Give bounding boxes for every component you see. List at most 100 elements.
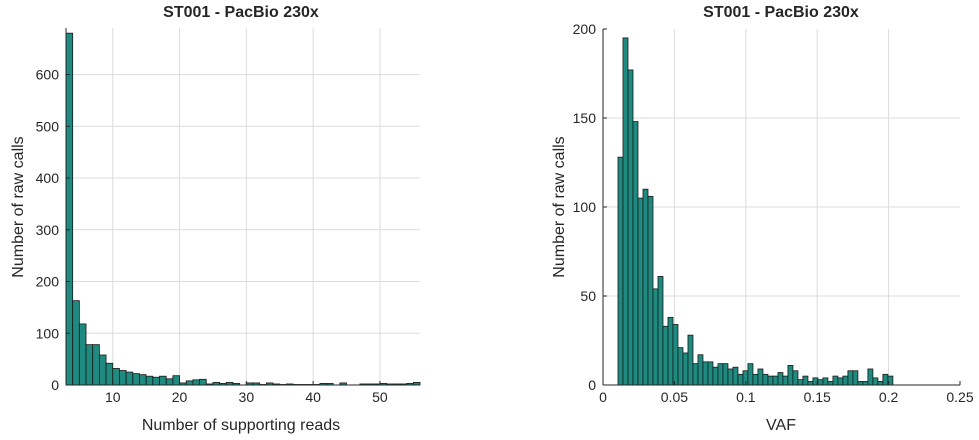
histogram-bar — [837, 377, 844, 386]
y-tick-label: 100 — [573, 199, 597, 215]
y-tick-label: 0 — [588, 377, 596, 393]
histogram-bar — [145, 375, 154, 386]
histogram-bar — [832, 375, 839, 386]
y-tick-label: 200 — [36, 274, 60, 290]
histogram-bar — [787, 365, 794, 386]
histogram-bar — [877, 381, 884, 386]
histogram-bar — [112, 368, 120, 386]
histogram-vaf: 0 0.05 0.1 0.15 0.2 0.25 0 50 100 150 200 ST001 -… — [551, 4, 974, 434]
histogram-bar — [857, 381, 864, 386]
histogram-bar — [872, 377, 879, 386]
histogram-bar — [622, 37, 629, 386]
histogram-bar — [717, 363, 724, 386]
y-tick-label: 600 — [36, 67, 60, 83]
y-tick-label: 50 — [580, 288, 596, 304]
histogram-bar — [139, 374, 147, 386]
histogram-bar — [185, 380, 194, 386]
histogram-bar — [762, 373, 769, 386]
histogram-bar — [65, 32, 74, 386]
histogram-bar — [862, 381, 869, 386]
histogram-bar — [652, 288, 659, 386]
axes — [65, 28, 420, 386]
histogram-bar — [692, 363, 699, 386]
y-axis-label: Number of raw calls — [10, 136, 27, 277]
histogram-bar — [78, 323, 87, 386]
histogram-bar — [697, 354, 704, 386]
x-tick-label: 20 — [172, 389, 188, 405]
histogram-bar — [152, 376, 160, 386]
histogram-bar — [98, 354, 107, 386]
grid — [603, 29, 960, 385]
histogram-bar — [702, 361, 709, 386]
y-tick-label: 500 — [36, 118, 60, 134]
histogram-bar — [125, 371, 134, 386]
histogram-bar — [165, 378, 174, 386]
x-tick-labels: 0 0.05 0.1 0.15 0.2 0.25 — [599, 389, 974, 405]
x-tick-label: 10 — [105, 389, 121, 405]
histogram-bar — [662, 325, 669, 386]
x-tick-label: 0.15 — [804, 389, 831, 405]
histogram-bar — [792, 370, 799, 386]
histogram-bar — [637, 197, 644, 386]
bars — [65, 32, 421, 386]
x-tick-label: 0.1 — [736, 389, 756, 405]
histogram-bar — [627, 69, 634, 386]
x-tick-label: 40 — [305, 389, 321, 405]
histogram-bar — [72, 300, 80, 386]
histogram-bar — [199, 378, 207, 386]
histogram-bar — [807, 381, 814, 386]
chart-title: ST001 - PacBio 230x — [163, 4, 319, 21]
histogram-bar — [712, 366, 719, 386]
y-tick-label: 200 — [573, 21, 597, 37]
y-tick-label: 150 — [573, 110, 597, 126]
histogram-bar — [727, 368, 734, 386]
histogram-bar — [682, 352, 689, 386]
y-tick-label: 400 — [36, 170, 60, 186]
axes — [602, 28, 961, 386]
histogram-bar — [767, 375, 774, 386]
chart-title: ST001 - PacBio 230x — [703, 4, 859, 21]
histogram-bar — [119, 370, 127, 386]
histogram-bar — [732, 366, 739, 386]
histogram-bar — [827, 381, 834, 386]
histogram-bar — [852, 370, 859, 386]
histogram-bar — [159, 375, 167, 386]
histogram-bar — [172, 375, 180, 386]
histogram-bar — [842, 375, 849, 386]
x-axis-label: Number of supporting reads — [142, 417, 340, 434]
histogram-bar — [782, 375, 789, 386]
histogram-bar — [802, 375, 809, 386]
histogram-bar — [777, 372, 784, 386]
histogram-bar — [847, 370, 854, 386]
histogram-bar — [92, 344, 100, 386]
histogram-bar — [737, 373, 744, 386]
x-tick-label: 30 — [239, 389, 255, 405]
histogram-supporting-reads: 10 20 30 40 50 0 100 200 300 400 500 600 ST001 - P… — [10, 4, 421, 434]
histogram-bar — [687, 334, 694, 386]
histogram-bar — [132, 373, 140, 386]
histogram-bar — [797, 379, 804, 386]
histogram-bar — [657, 276, 664, 386]
histogram-bar — [747, 363, 754, 386]
x-tick-label: 50 — [372, 389, 388, 405]
bars — [617, 37, 894, 386]
y-tick-label: 300 — [36, 222, 60, 238]
histogram-bar — [772, 375, 779, 386]
histogram-bar — [677, 347, 684, 386]
grid — [66, 28, 420, 385]
histogram-bar — [757, 368, 764, 386]
histogram-bar — [722, 363, 729, 386]
histogram-bar — [632, 121, 639, 386]
histogram-bar — [822, 377, 829, 386]
histogram-bar — [672, 324, 679, 386]
y-tick-label: 0 — [51, 377, 59, 393]
y-axis-label: Number of raw calls — [551, 136, 568, 277]
histogram-bar — [867, 368, 874, 386]
histogram-bar — [817, 379, 824, 386]
histogram-bar — [667, 316, 674, 386]
y-tick-labels: 0 50 100 150 200 — [573, 21, 597, 393]
x-tick-label: 0.2 — [879, 389, 899, 405]
y-tick-label: 100 — [36, 325, 60, 341]
